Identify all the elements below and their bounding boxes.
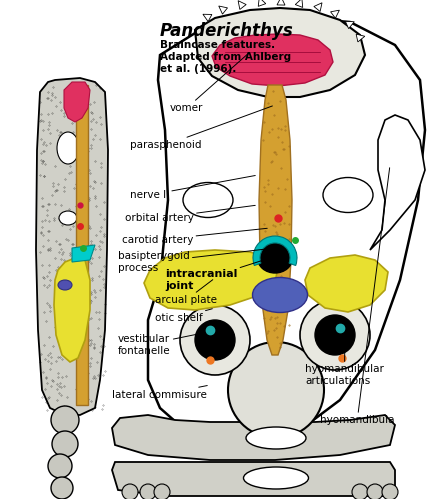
Ellipse shape: [246, 427, 306, 449]
Ellipse shape: [244, 467, 309, 489]
Polygon shape: [72, 245, 95, 262]
Polygon shape: [195, 8, 365, 97]
Text: vestibular
fontanelle: vestibular fontanelle: [118, 332, 205, 356]
Text: nerve II: nerve II: [130, 176, 255, 200]
FancyBboxPatch shape: [76, 85, 88, 405]
Polygon shape: [144, 250, 278, 310]
Polygon shape: [330, 10, 339, 18]
Text: arcual plate: arcual plate: [155, 279, 217, 305]
Ellipse shape: [258, 243, 292, 273]
Text: otic shelf: otic shelf: [155, 309, 212, 323]
Text: hyomandibular
articulations: hyomandibular articulations: [305, 333, 384, 386]
Circle shape: [122, 484, 138, 499]
Circle shape: [300, 300, 370, 370]
Text: orbital artery: orbital artery: [125, 206, 255, 223]
Polygon shape: [258, 0, 266, 6]
Text: Braincase features.: Braincase features.: [160, 40, 275, 50]
Ellipse shape: [57, 132, 79, 164]
Polygon shape: [36, 78, 108, 415]
Polygon shape: [277, 0, 285, 5]
Ellipse shape: [58, 280, 72, 290]
Ellipse shape: [253, 277, 307, 312]
Circle shape: [154, 484, 170, 499]
Circle shape: [140, 484, 156, 499]
Circle shape: [180, 305, 250, 375]
Ellipse shape: [183, 183, 233, 218]
Ellipse shape: [59, 211, 77, 225]
Polygon shape: [345, 21, 354, 28]
Text: intracranial
joint: intracranial joint: [165, 259, 268, 291]
Wedge shape: [253, 236, 297, 265]
Polygon shape: [112, 462, 395, 496]
Circle shape: [228, 342, 324, 438]
Text: vomer: vomer: [170, 54, 248, 113]
Polygon shape: [219, 6, 228, 14]
Ellipse shape: [323, 178, 373, 213]
Polygon shape: [238, 0, 246, 9]
Circle shape: [367, 484, 383, 499]
Text: hyomandibula: hyomandibula: [320, 168, 395, 425]
Text: et al. (1996).: et al. (1996).: [160, 64, 236, 74]
Text: lateral commisure: lateral commisure: [112, 386, 207, 400]
Polygon shape: [259, 85, 292, 355]
Circle shape: [51, 406, 79, 434]
Polygon shape: [305, 255, 388, 312]
Polygon shape: [203, 14, 212, 21]
Polygon shape: [64, 82, 90, 122]
Circle shape: [52, 431, 78, 457]
Text: Adapted from Ahlberg: Adapted from Ahlberg: [160, 52, 291, 62]
Polygon shape: [54, 258, 90, 362]
Polygon shape: [314, 3, 322, 11]
Polygon shape: [148, 18, 425, 445]
Polygon shape: [370, 115, 425, 250]
Circle shape: [315, 315, 355, 355]
Text: basipterygoid
process: basipterygoid process: [118, 249, 272, 273]
Text: carotid artery: carotid artery: [122, 229, 267, 245]
Circle shape: [51, 477, 73, 499]
Polygon shape: [212, 34, 333, 86]
Text: Panderichthys: Panderichthys: [160, 22, 294, 40]
Polygon shape: [295, 0, 303, 7]
Circle shape: [382, 484, 398, 499]
Circle shape: [195, 320, 235, 360]
Circle shape: [48, 454, 72, 478]
Circle shape: [352, 484, 368, 499]
Text: parasphenoid: parasphenoid: [130, 106, 272, 150]
Polygon shape: [356, 34, 365, 42]
Polygon shape: [112, 415, 395, 460]
